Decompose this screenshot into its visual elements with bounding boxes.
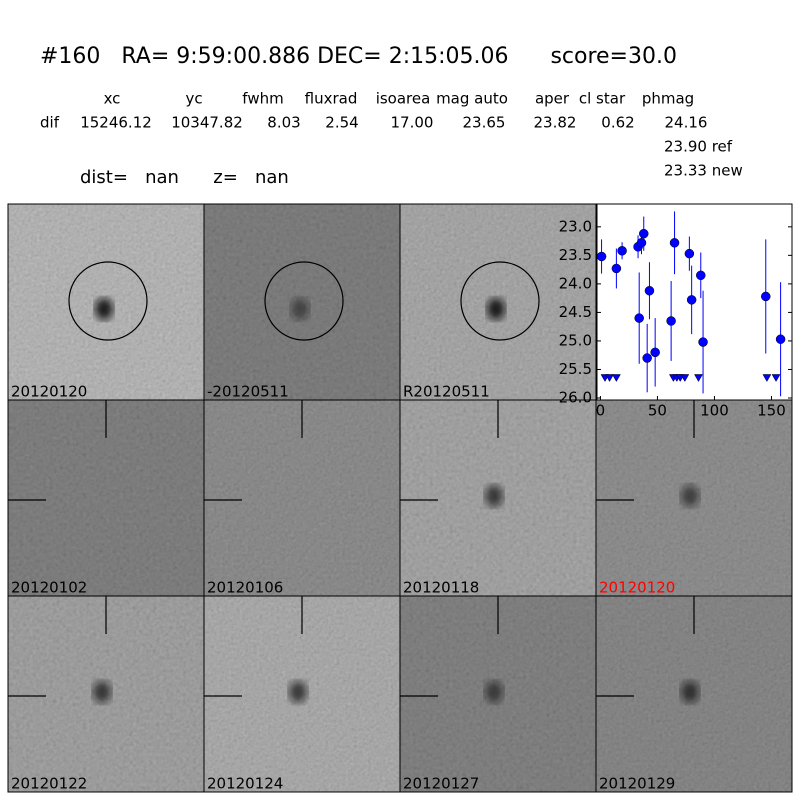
table-cell: 8.03 (267, 114, 300, 132)
table-cell: 15246.12 (80, 114, 152, 132)
table-cell: 17.00 (391, 114, 434, 132)
source (95, 298, 113, 320)
stamp-label: R20120511 (403, 383, 490, 401)
point (611, 263, 622, 274)
column-header: aper (535, 90, 570, 108)
point (761, 291, 771, 302)
row-label: dif (40, 114, 60, 132)
stamp-label: 20120120 (599, 579, 675, 597)
point (636, 238, 647, 248)
table-cell: 0.62 (601, 114, 634, 132)
stamp-label: 20120106 (207, 579, 283, 597)
upper-limit (611, 374, 621, 382)
y-tick-label: 25.0 (559, 331, 592, 349)
point (634, 313, 644, 323)
column-header: phmag (642, 90, 694, 108)
point (642, 353, 652, 363)
upper-limit (771, 374, 781, 382)
upper-limit (680, 374, 690, 382)
table-cell: 10347.82 (171, 114, 243, 132)
y-tick-label: 25.5 (559, 360, 592, 378)
y-tick-label: 23.5 (559, 246, 592, 264)
table-cell: 23.65 (463, 114, 506, 132)
column-header: fwhm (242, 90, 283, 108)
point (696, 270, 706, 281)
point (617, 246, 627, 256)
y-tick-label: 23.0 (559, 217, 592, 235)
x-tick-label: 100 (700, 402, 729, 420)
point (669, 238, 680, 248)
column-header: cl star (579, 90, 626, 108)
aperture (68, 261, 148, 341)
y-tick-label: 26.0 (559, 389, 592, 407)
table-cell: 23.82 (534, 114, 577, 132)
stamps: 20120120 -20120511 R20120511 20120102 201201… (7, 203, 793, 793)
point (666, 316, 676, 326)
point (684, 248, 695, 259)
aperture (264, 261, 344, 341)
x-tick-label: 150 (757, 402, 786, 420)
phmag-ref: 23.90 ref (664, 138, 733, 156)
dist: dist= nan z= nan (80, 167, 289, 188)
point (644, 285, 655, 296)
point (686, 295, 697, 305)
upper-limit (694, 374, 703, 382)
aperture (460, 261, 540, 341)
stamp-label: 20120127 (403, 775, 479, 793)
x-tick-label: 50 (648, 402, 667, 420)
x-tick-label: 0 (596, 402, 606, 420)
column-header: yc (185, 90, 202, 108)
stamp-frame (595, 595, 793, 793)
stamp-label: -20120511 (207, 383, 289, 401)
point (698, 337, 708, 347)
table-cell: 2.54 (325, 114, 358, 132)
stamp-label: 20120124 (207, 775, 283, 793)
source (485, 485, 503, 507)
source (487, 298, 505, 320)
stamp-label: 20120122 (11, 775, 87, 793)
source (93, 681, 111, 703)
light-curve: 23.0 23.5 24.0 24.5 25.0 25.5 26.00 50 100 150 (559, 203, 793, 420)
source (289, 681, 307, 703)
source (291, 298, 309, 320)
point (775, 334, 786, 344)
column-header: xc (104, 90, 121, 108)
point (650, 347, 660, 358)
upper-limit (762, 374, 772, 382)
stamp-label: 20120129 (599, 775, 675, 793)
stamp-label: 20120118 (403, 579, 479, 597)
column-header: fluxrad (305, 90, 358, 108)
source (681, 485, 699, 507)
table-cell: 24.16 (665, 114, 708, 132)
source (681, 681, 699, 703)
point (639, 228, 649, 239)
column-header: mag auto (436, 90, 508, 108)
source (485, 681, 503, 703)
stamp-label: 20120102 (11, 579, 87, 597)
title: #160 RA= 9:59:00.886 DEC= 2:15:05.06 sco… (40, 44, 677, 69)
stamp-label: 20120120 (11, 383, 87, 401)
column-header: isoarea (376, 90, 431, 108)
phmag-new: 23.33 new (664, 162, 743, 180)
y-tick-label: 24.5 (559, 303, 592, 321)
upper-limit (605, 374, 614, 382)
y-tick-label: 24.0 (559, 274, 592, 292)
point (596, 251, 607, 262)
